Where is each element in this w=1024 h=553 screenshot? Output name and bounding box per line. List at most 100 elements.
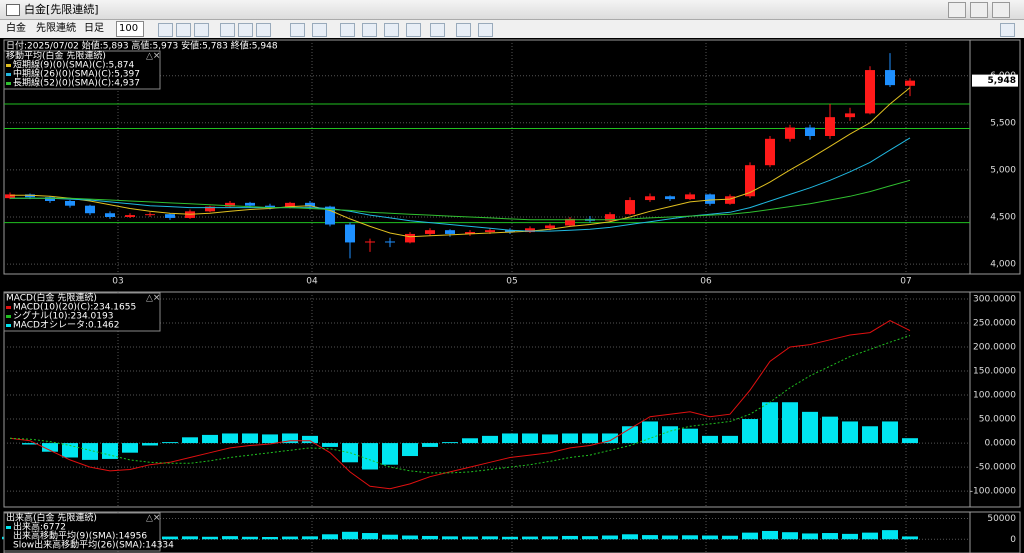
histogram-bar (782, 402, 798, 444)
x-tick-label: 04 (306, 277, 318, 287)
legend-entry: 中期線(26)(0)(SMA)(C):5,397 (13, 68, 140, 80)
tool-button[interactable] (430, 23, 445, 37)
series-line (10, 87, 911, 238)
candle-body (205, 206, 215, 212)
axis-frame (969, 511, 1021, 553)
histogram-bar (402, 443, 418, 457)
legend-entry: 出来高移動平均(9)(SMA):14956 (13, 530, 147, 542)
histogram-bar (562, 433, 578, 444)
volume-bar (262, 536, 278, 540)
histogram-bar (702, 435, 718, 444)
symbol[interactable]: 白金 (6, 23, 26, 34)
tool-button[interactable] (290, 23, 305, 37)
histogram-bar (522, 433, 538, 444)
volume-bar (642, 535, 658, 540)
tool-button[interactable] (312, 23, 327, 37)
candle-body (525, 228, 535, 233)
tool-button[interactable] (384, 23, 399, 37)
axis-frame (969, 39, 1021, 275)
tool-button[interactable] (256, 23, 271, 37)
histogram-bar (382, 443, 398, 465)
tool-button[interactable] (456, 23, 471, 37)
tool-button[interactable] (158, 23, 173, 37)
candle-body (485, 230, 495, 233)
volume-bar (242, 536, 258, 540)
x-tick-label: 06 (700, 277, 712, 287)
histogram-bar (102, 443, 118, 459)
app-icon (6, 4, 20, 16)
candle-body (845, 113, 855, 118)
minimize-button[interactable] (948, 2, 966, 18)
tool-button[interactable] (340, 23, 355, 37)
histogram-bar (462, 438, 478, 444)
volume-bar (902, 536, 918, 540)
histogram-bar (622, 426, 638, 444)
count-input[interactable]: 100 (116, 21, 144, 37)
tool-button[interactable] (194, 23, 209, 37)
window-title: 白金[先限連続] (24, 3, 99, 16)
y-tick-label: 150.0000 (973, 367, 1016, 377)
title-bar: 白金[先限連続] (0, 0, 1024, 20)
volume-bar (842, 533, 858, 540)
candle-body (685, 194, 695, 200)
histogram-bar (222, 433, 238, 444)
histogram-bar (582, 433, 598, 444)
candle-body (25, 194, 35, 198)
volume-bar (782, 532, 798, 540)
histogram-bar (542, 434, 558, 444)
y-tick-label: 250.0000 (973, 318, 1016, 328)
period-select[interactable]: 日足 (84, 23, 104, 34)
legend-title: 出来高(白金 先限連続) (6, 512, 97, 524)
histogram-bar (662, 426, 678, 444)
tool-button[interactable] (176, 23, 191, 37)
tool-button[interactable] (1000, 23, 1015, 37)
volume-bar (222, 536, 238, 540)
histogram-bar (762, 402, 778, 444)
tool-button[interactable] (478, 23, 493, 37)
candle-body (625, 200, 635, 215)
volume-bar (342, 531, 358, 540)
volume-bar (402, 535, 418, 540)
tool-button[interactable] (220, 23, 235, 37)
candle-body (385, 241, 395, 243)
legend-entry: Slow出来高移動平均(26)(SMA):14334 (13, 539, 174, 551)
volume-bar (762, 530, 778, 540)
y-tick-label: 0 (1010, 535, 1016, 545)
legend-entry: 短期線(9)(0)(SMA)(C):5,874 (13, 59, 135, 71)
y-tick-label: 50.0000 (979, 415, 1016, 425)
candle-body (325, 206, 335, 225)
volume-bar (182, 536, 198, 540)
contract[interactable]: 先限連続 (36, 23, 76, 34)
candle-body (225, 202, 235, 207)
tool-button[interactable] (406, 23, 421, 37)
volume-bar (822, 533, 838, 540)
legend-entry: 長期線(52)(0)(SMA)(C):4,937 (13, 77, 140, 89)
tool-button[interactable] (362, 23, 377, 37)
y-tick-label: 50000 (987, 514, 1016, 524)
volume-bar (282, 536, 298, 540)
series-line (10, 179, 911, 221)
y-tick-label: 200.0000 (973, 342, 1016, 352)
chart-area: 日付:2025/07/02 始値:5,893 高値:5,973 安値:5,783… (0, 38, 1024, 553)
histogram-bar (122, 443, 138, 453)
candle-body (85, 205, 95, 214)
histogram-bar (802, 411, 818, 444)
candle-body (745, 165, 755, 197)
legend-controls: △✕ (146, 52, 160, 62)
close-button[interactable] (992, 2, 1010, 18)
volume-bar (662, 535, 678, 540)
candle-body (785, 127, 795, 139)
candle-body (825, 117, 835, 136)
histogram-bar (362, 443, 378, 470)
candle-body (865, 70, 875, 114)
x-tick-label: 07 (900, 277, 911, 287)
histogram-bar (882, 421, 898, 444)
candle-body (165, 214, 175, 218)
histogram-bar (42, 443, 58, 452)
maximize-button[interactable] (970, 2, 988, 18)
tool-button[interactable] (238, 23, 253, 37)
volume-bar (362, 533, 378, 540)
volume-bar (442, 536, 458, 540)
volume-bar (482, 536, 498, 540)
histogram-bar (842, 421, 858, 444)
